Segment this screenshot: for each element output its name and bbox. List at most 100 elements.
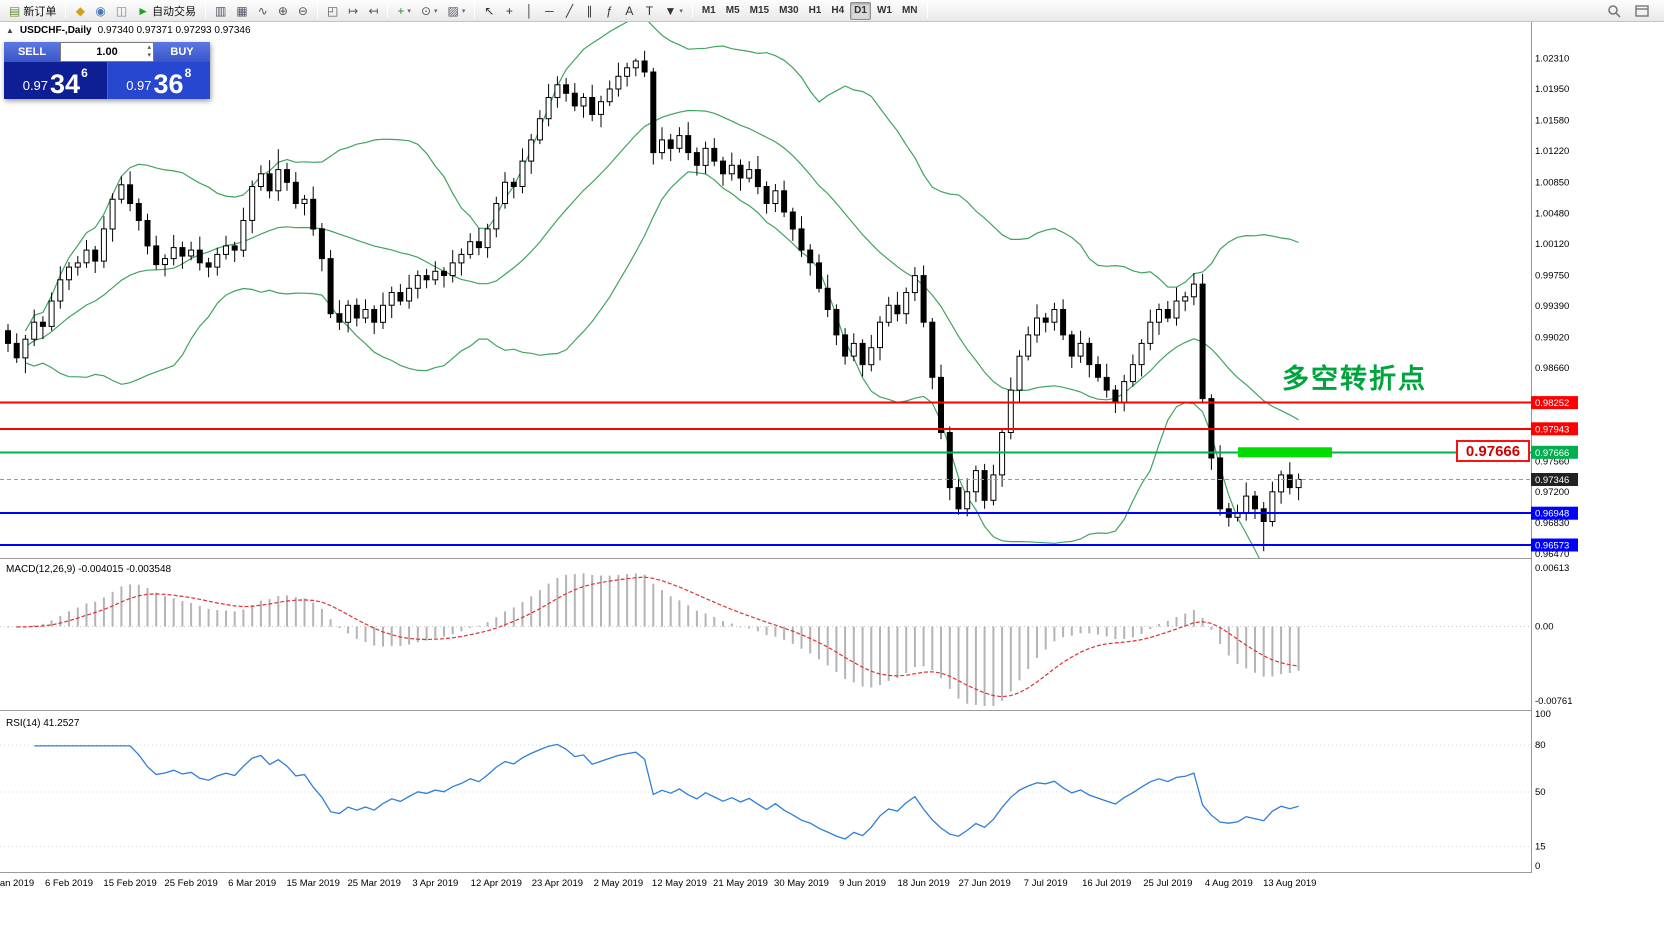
cursor-tool-button[interactable]: ↖ — [480, 2, 498, 20]
volume-up-icon[interactable]: ▴ — [147, 44, 151, 51]
label-tool-button[interactable]: T — [640, 2, 658, 20]
date-axis-label: 16 Jul 2019 — [1082, 878, 1131, 889]
price-badge-label: 0.97346 — [1535, 475, 1569, 486]
profiles-button[interactable]: ⊙ ▾ — [417, 2, 442, 20]
bar-chart-type-icon: ▥ — [215, 3, 227, 18]
vertical-line-tool-icon: │ — [525, 3, 534, 18]
fibonacci-tool-button[interactable]: ƒ — [600, 2, 618, 20]
sell-button[interactable]: SELL — [4, 42, 60, 62]
toolbar-group-3: ▥ ▦ ∿ ⊕ ⊖ — [210, 0, 313, 22]
new-order-button-label: 新订单 — [23, 5, 57, 18]
auto-trading-button[interactable]: ► 自动交易 — [133, 2, 200, 20]
horizontal-line-tool-button[interactable]: ─ — [540, 2, 558, 20]
timeframe-w1-button[interactable]: W1 — [873, 2, 896, 20]
toolbar-group-4: ◰ ↦ ↤ — [322, 0, 383, 22]
timeframe-h4-button[interactable]: H4 — [827, 2, 848, 20]
chart-title: ▲ USDCHF-,Daily 0.97340 0.97371 0.97293 … — [6, 25, 251, 36]
profiles-icon: ⊙ — [420, 3, 431, 18]
macd-axis-min-label: -0.00761 — [1535, 696, 1573, 707]
zoom-out-icon: ⊖ — [297, 3, 308, 18]
bollinger-lower-band — [25, 171, 1260, 558]
date-axis-label: 9 Jun 2019 — [839, 878, 886, 889]
timeframe-m1-button[interactable]: M1 — [698, 2, 720, 20]
price-axis-label: 0.96830 — [1535, 518, 1569, 529]
zoom-out-button[interactable]: ⊖ — [294, 2, 312, 20]
buy-price-sup: 8 — [184, 66, 192, 80]
one-click-toggle-icon[interactable]: ▲ — [6, 26, 14, 35]
price-badge — [1531, 422, 1578, 436]
timeframe-mn-button[interactable]: MN — [898, 2, 922, 20]
chart-shift-button[interactable]: ↤ — [364, 2, 382, 20]
channel-tool-button[interactable]: ∥ — [580, 2, 598, 20]
line-chart-type-button[interactable]: ∿ — [254, 2, 272, 20]
sell-price[interactable]: 0.97 34 6 — [4, 62, 108, 99]
toolbar-group-2: ◆ ◉ ◫ ► 自动交易 — [70, 0, 201, 22]
price-axis-label: 1.01580 — [1535, 115, 1569, 126]
price-badge-label: 0.97666 — [1535, 448, 1569, 459]
timeframe-d1-button[interactable]: D1 — [850, 1, 871, 20]
terminal-icon: ◫ — [115, 3, 128, 18]
tile-windows-icon: ◰ — [326, 3, 339, 18]
toolbar-separator — [205, 3, 207, 18]
terminal-icon[interactable]: ◫ — [112, 2, 131, 20]
crosshair-tool-button[interactable]: + — [500, 2, 518, 20]
arrows-tool-button[interactable]: ▼ ▾ — [660, 2, 686, 20]
volume-input[interactable]: 1.00 ▴ ▾ — [60, 42, 154, 62]
search-symbol-button[interactable] — [1603, 2, 1625, 20]
new-chart-icon: + — [397, 3, 405, 18]
date-axis-label: 25 Feb 2019 — [164, 878, 217, 889]
date-axis-label: 6 Mar 2019 — [228, 878, 276, 889]
new-order-button[interactable]: ▤ 新订单 — [5, 2, 60, 20]
price-badge — [1531, 445, 1578, 459]
price-badge-label: 0.98252 — [1535, 398, 1569, 409]
auto-scroll-button[interactable]: ↦ — [344, 2, 362, 20]
candles — [5, 50, 1302, 552]
highlight-rectangle[interactable] — [1238, 447, 1332, 458]
timeframe-h1-button[interactable]: H1 — [805, 2, 826, 20]
search-icon — [1608, 4, 1621, 18]
horizontal-line-tool-icon: ─ — [545, 3, 554, 18]
new-chart-button-caret-icon: ▾ — [407, 7, 411, 15]
data-window-button[interactable] — [1631, 2, 1653, 20]
timeframe-d1-button-label: D1 — [854, 5, 867, 16]
timeframe-m30-button[interactable]: M30 — [775, 2, 802, 20]
timeframe-h1-button-label: H1 — [808, 5, 822, 16]
navigator-icon[interactable]: ◉ — [91, 2, 109, 20]
buy-price[interactable]: 0.97 36 8 — [107, 62, 210, 99]
price-axis-label: 0.99020 — [1535, 333, 1569, 344]
chart-canvas[interactable]: 1.023101.019501.015801.012201.008501.004… — [0, 22, 1664, 950]
navigator-icon: ◉ — [95, 3, 106, 18]
label-tool-icon: T — [645, 3, 654, 18]
timeframe-m5-button[interactable]: M5 — [722, 2, 744, 20]
trendline-tool-button[interactable]: ╱ — [560, 2, 578, 20]
volume-spinner[interactable]: ▴ ▾ — [147, 44, 151, 60]
timeframe-m1-button-label: M1 — [701, 5, 716, 16]
vertical-line-tool-button[interactable]: │ — [520, 2, 538, 20]
macd-histogram — [7, 573, 1300, 706]
bar-chart-type-button[interactable]: ▥ — [211, 2, 230, 20]
cursor-tool-icon: ↖ — [484, 3, 495, 18]
new-chart-button[interactable]: + ▾ — [393, 2, 415, 20]
candlestick-type-button[interactable]: ▦ — [232, 2, 251, 20]
candlestick-type-icon: ▦ — [236, 3, 248, 18]
templates-button[interactable]: ▨ ▾ — [444, 2, 470, 20]
chart-window[interactable]: 1.02310 1.01950 1.01580 1.01220 1.00850 1.004… — [0, 22, 1664, 950]
price-badge-label: 0.96948 — [1535, 509, 1569, 520]
chart-ohlc-values: 0.97340 0.97371 0.97293 0.97346 — [97, 25, 251, 36]
toolbar-separator — [316, 3, 318, 18]
timeframe-m15-button[interactable]: M15 — [746, 2, 773, 20]
tile-windows-button[interactable]: ◰ — [323, 2, 342, 20]
text-tool-button[interactable]: A — [620, 2, 638, 20]
price-badge — [1531, 473, 1578, 486]
buy-button[interactable]: BUY — [154, 42, 210, 62]
price-level-box[interactable]: 0.97666 — [1456, 440, 1530, 462]
rsi-axis-label: 0 — [1535, 861, 1540, 872]
zoom-in-icon: ⊕ — [277, 3, 288, 18]
new-order-icon: ▤ — [9, 3, 21, 18]
volume-down-icon[interactable]: ▾ — [147, 52, 151, 59]
date-axis-label: 7 Jul 2019 — [1024, 878, 1068, 889]
timeframe-m15-button-label: M15 — [749, 5, 770, 16]
market-watch-icon[interactable]: ◆ — [71, 2, 89, 20]
zoom-in-button[interactable]: ⊕ — [274, 2, 292, 20]
price-axis-label: 0.97200 — [1535, 487, 1569, 498]
